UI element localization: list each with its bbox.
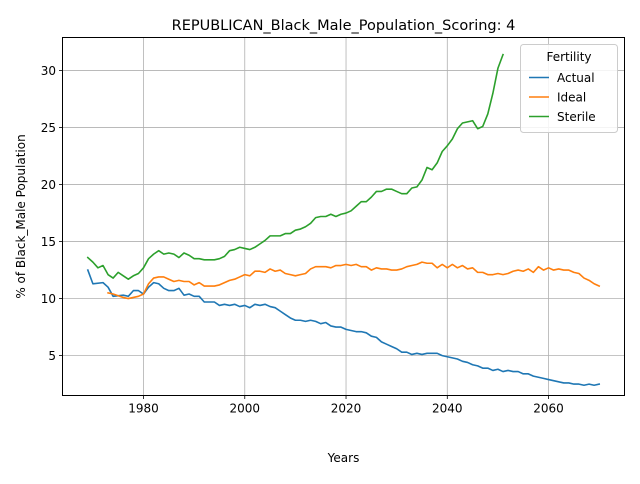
- legend-entries: Actual Ideal Sterile: [529, 71, 596, 124]
- legend-label-ideal: Ideal: [557, 90, 586, 104]
- x-axis-ticks: 1980 2000 2020 2040 2060: [128, 395, 564, 416]
- series-line-actual: [86, 269, 601, 387]
- x-axis-label: Years: [327, 451, 360, 465]
- x-tick-label: 2000: [229, 402, 260, 416]
- y-tick-label: 30: [41, 64, 56, 78]
- chart-title: REPUBLICAN_Black_Male_Population_Scoring…: [172, 18, 516, 34]
- x-tick-label: 2060: [533, 402, 564, 416]
- y-axis-label: % of Black_Male Population: [14, 134, 28, 298]
- x-tick-label: 2020: [331, 402, 362, 416]
- y-axis-ticks: 5 10 15 20 25 30: [41, 64, 63, 363]
- y-tick-label: 20: [41, 178, 56, 192]
- series-lines: [86, 53, 601, 387]
- y-tick-label: 10: [41, 292, 56, 306]
- legend: Fertility Actual Ideal Sterile: [520, 44, 618, 133]
- legend-label-actual: Actual: [557, 71, 595, 85]
- y-tick-label: 15: [41, 235, 56, 249]
- x-tick-label: 1980: [128, 402, 159, 416]
- y-tick-label: 5: [48, 349, 56, 363]
- series-line-sterile: [86, 53, 505, 281]
- y-tick-label: 25: [41, 121, 56, 135]
- x-tick-label: 2040: [432, 402, 463, 416]
- legend-title: Fertility: [546, 50, 591, 64]
- legend-label-sterile: Sterile: [557, 110, 596, 124]
- legend-box: [520, 44, 618, 133]
- series-line-ideal: [107, 261, 601, 300]
- plot-frame: [62, 37, 625, 396]
